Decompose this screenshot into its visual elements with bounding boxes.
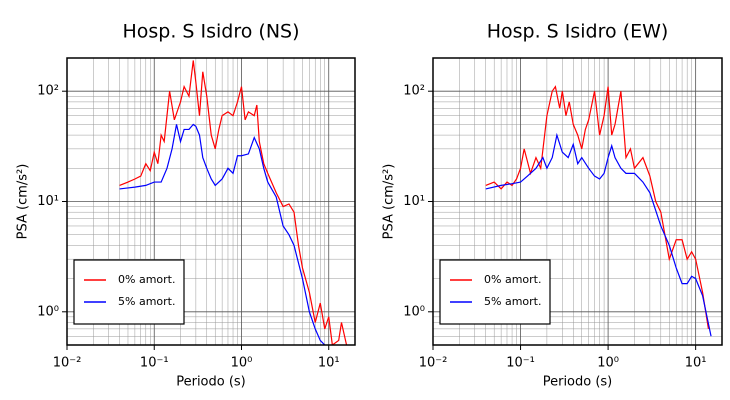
chart-title: Hosp. S Isidro (NS) xyxy=(122,21,299,43)
y-tick-label: 10⁰ xyxy=(37,304,59,319)
legend-box xyxy=(73,259,185,325)
chart: Hosp. S Isidro (NS) Periodo (s) PSA (cm/s²… xyxy=(16,21,356,390)
y-tick-label: 10² xyxy=(403,84,425,99)
y-tick-label: 10¹ xyxy=(403,194,425,209)
plot-frame xyxy=(66,57,356,346)
y-axis-label: PSA (cm/s²) xyxy=(382,164,397,240)
y-tick-label: 10¹ xyxy=(37,194,59,209)
y-tick-label: 10⁰ xyxy=(403,304,425,319)
plot-frame xyxy=(432,57,723,346)
x-tick-label: 10¹ xyxy=(318,356,340,371)
x-tick-label: 10⁻² xyxy=(53,356,82,371)
x-axis-label: Periodo (s) xyxy=(543,375,613,390)
y-axis-label: PSA (cm/s²) xyxy=(16,164,31,240)
x-tick-label: 10⁰ xyxy=(231,356,253,371)
x-tick-label: 10⁻² xyxy=(419,356,448,371)
chart: Hosp. S Isidro (EW) Periodo (s) PSA (cm/s²… xyxy=(382,21,723,390)
x-tick-label: 10⁻¹ xyxy=(506,356,535,371)
series-line xyxy=(119,60,348,345)
x-tick-label: 10⁻¹ xyxy=(140,356,169,371)
legend-label: 5% amort. xyxy=(118,295,175,308)
y-tick-label: 10² xyxy=(37,84,59,99)
series-line xyxy=(485,85,710,329)
series-line xyxy=(485,132,712,337)
legend-box xyxy=(439,259,551,325)
x-axis-label: Periodo (s) xyxy=(176,375,246,390)
legend-label: 0% amort. xyxy=(484,273,541,286)
chart-title: Hosp. S Isidro (EW) xyxy=(487,21,669,43)
legend-label: 5% amort. xyxy=(484,295,541,308)
x-tick-label: 10¹ xyxy=(685,356,707,371)
legend-label: 0% amort. xyxy=(118,273,175,286)
x-tick-label: 10⁰ xyxy=(597,356,619,371)
series-line xyxy=(119,123,326,345)
